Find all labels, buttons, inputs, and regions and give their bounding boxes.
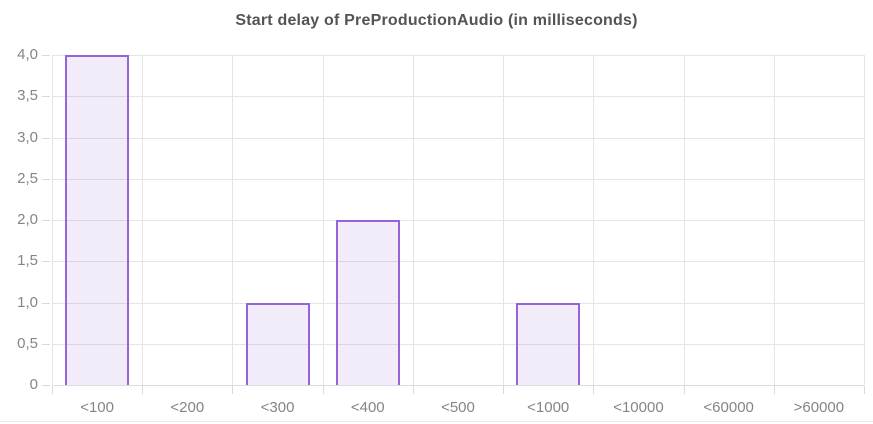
y-axis-tick xyxy=(42,137,50,139)
y-axis-tick xyxy=(42,302,50,304)
x-axis-tick xyxy=(864,386,865,394)
h-gridline xyxy=(52,302,864,304)
y-axis-label: 1,0 xyxy=(17,293,38,311)
y-axis-label: 3,5 xyxy=(17,87,38,105)
h-gridline xyxy=(52,220,864,221)
bar[interactable] xyxy=(516,302,581,385)
x-axis-label: <10000 xyxy=(613,399,664,416)
v-gridline xyxy=(683,55,685,385)
y-axis-label: 3,0 xyxy=(17,128,38,146)
y-axis-label: 2,0 xyxy=(17,211,38,228)
v-gridline xyxy=(142,55,144,385)
h-gridline xyxy=(52,343,864,345)
y-axis-tick xyxy=(42,96,50,98)
x-axis-tick xyxy=(412,386,414,394)
v-gridline xyxy=(864,55,865,385)
x-axis-label: <100 xyxy=(80,399,114,416)
x-axis-tick xyxy=(142,386,144,394)
bar[interactable] xyxy=(65,55,130,385)
x-axis-tick xyxy=(52,386,53,394)
y-axis-label: 2,5 xyxy=(17,169,38,187)
x-axis-tick xyxy=(503,386,505,394)
x-axis-tick xyxy=(683,386,685,394)
y-axis-label: 0,5 xyxy=(17,334,38,352)
y-axis-tick xyxy=(42,55,50,56)
v-gridline xyxy=(773,55,775,385)
x-axis-tick xyxy=(593,386,595,394)
v-gridline xyxy=(593,55,595,385)
x-axis-label: <60000 xyxy=(703,399,754,416)
h-gridline xyxy=(52,96,864,98)
y-axis-tick xyxy=(42,261,50,263)
bar[interactable] xyxy=(335,220,400,385)
v-gridline xyxy=(232,55,234,385)
x-axis-tick xyxy=(773,386,775,394)
y-axis-tick xyxy=(42,343,50,345)
h-gridline xyxy=(52,261,864,263)
x-axis-label: <500 xyxy=(441,399,475,416)
y-axis-tick xyxy=(42,220,50,221)
x-axis-tick xyxy=(232,386,234,394)
bottom-divider xyxy=(0,421,873,422)
bar[interactable] xyxy=(245,302,310,385)
x-axis-label: <200 xyxy=(170,399,205,416)
y-axis-label: 1,5 xyxy=(17,252,38,270)
h-gridline xyxy=(52,137,864,139)
h-gridline xyxy=(52,55,864,56)
x-axis-label: <1000 xyxy=(527,399,570,416)
x-axis-label: >60000 xyxy=(793,399,845,416)
h-gridline xyxy=(52,385,864,386)
v-gridline xyxy=(322,55,324,385)
h-gridline xyxy=(52,178,864,180)
v-gridline xyxy=(503,55,505,385)
x-axis-label: <400 xyxy=(350,399,385,416)
y-axis-tick xyxy=(42,178,50,180)
y-axis-label: 0 xyxy=(29,376,38,393)
v-gridline xyxy=(412,55,414,385)
x-axis-label: <300 xyxy=(260,399,295,416)
y-axis-tick xyxy=(42,385,50,386)
y-axis-label: 4,0 xyxy=(17,46,38,63)
chart-title: Start delay of PreProductionAudio (in mi… xyxy=(235,12,638,29)
v-gridline xyxy=(52,55,53,385)
x-axis-tick xyxy=(322,386,324,394)
